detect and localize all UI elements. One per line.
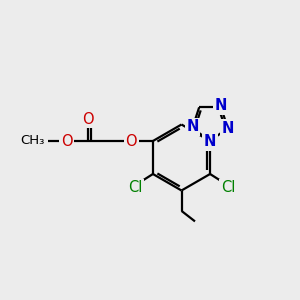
Text: N: N bbox=[186, 119, 199, 134]
Text: O: O bbox=[61, 134, 72, 148]
Text: N: N bbox=[215, 98, 227, 113]
Text: O: O bbox=[125, 134, 137, 148]
Text: N: N bbox=[222, 121, 234, 136]
Text: CH₃: CH₃ bbox=[20, 134, 45, 148]
Text: Cl: Cl bbox=[221, 180, 235, 195]
Text: O: O bbox=[82, 112, 94, 127]
Text: N: N bbox=[204, 134, 216, 149]
Text: Cl: Cl bbox=[128, 180, 142, 195]
